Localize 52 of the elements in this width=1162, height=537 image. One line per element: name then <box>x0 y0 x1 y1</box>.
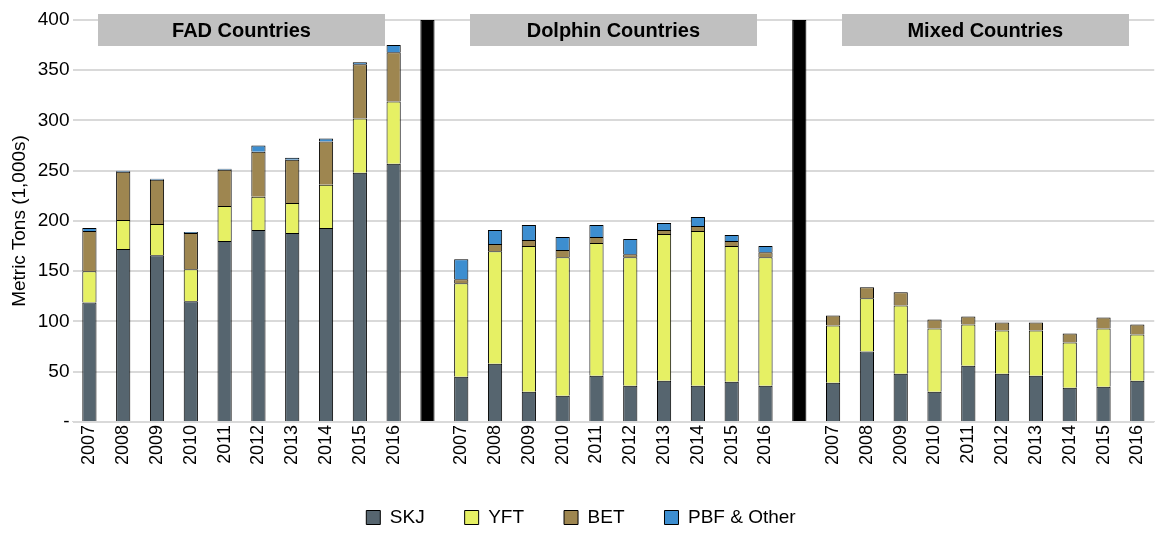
legend-label: YFT <box>488 505 525 527</box>
y-tick-label: 350 <box>37 58 70 80</box>
x-tick-label: 2008 <box>484 424 505 465</box>
x-tick-label: 2010 <box>551 424 572 465</box>
x-tick-label: 2008 <box>855 424 876 465</box>
x-tick-label: 2010 <box>179 424 200 465</box>
x-tick-label: 2014 <box>686 424 707 465</box>
y-tick-label: 200 <box>37 209 70 231</box>
legend-label: BET <box>587 505 625 527</box>
annotation: Dolphin Countries <box>526 19 701 41</box>
y-tick-label: 300 <box>37 108 70 130</box>
x-tick-label: 2010 <box>923 424 944 465</box>
x-tick-label: 2014 <box>315 424 335 465</box>
x-tick-label: 2012 <box>991 424 1012 465</box>
x-tick-label: 2014 <box>1058 424 1079 465</box>
y-tick-label: 100 <box>37 309 70 331</box>
x-tick-label: 2013 <box>1024 424 1045 465</box>
x-tick-label: 2013 <box>281 424 302 465</box>
annotation: Mixed Countries <box>907 19 1063 41</box>
x-tick-label: 2007 <box>822 424 843 465</box>
header-box: FAD Countries <box>97 14 386 46</box>
y-tick-label: 250 <box>37 158 70 180</box>
x-tick-label: 2009 <box>889 424 910 465</box>
y-tick-label: 400 <box>37 8 70 30</box>
x-tick-label: 2015 <box>720 424 741 465</box>
header-box: Dolphin Countries <box>469 14 757 46</box>
x-tick-label: 2013 <box>653 424 674 465</box>
x-tick-label: 2007 <box>78 424 99 465</box>
x-tick-label: 2011 <box>585 424 606 464</box>
bar <box>420 20 435 421</box>
x-tick-label: 2015 <box>1092 424 1113 465</box>
x-tick-label: 2009 <box>145 424 166 465</box>
x-tick-label: 2016 <box>1126 424 1147 465</box>
x-tick-label: 2011 <box>957 424 978 464</box>
x-tick-label: 2008 <box>112 424 133 465</box>
legend-label: PBF & Other <box>687 505 797 527</box>
annotation: FAD Countries <box>172 19 311 41</box>
y-tick-label: 150 <box>37 259 70 281</box>
legend-label: SKJ <box>389 505 425 527</box>
y-axis-title: Metric Tons (1,000s) <box>7 135 29 307</box>
x-tick-label: 2012 <box>247 424 268 465</box>
x-tick-label: 2012 <box>619 424 640 465</box>
header-box: Mixed Countries <box>841 14 1129 46</box>
x-tick-label: 2016 <box>382 424 403 465</box>
x-tick-label: 2016 <box>754 424 775 465</box>
y-tick-label: 50 <box>48 359 70 381</box>
bar <box>792 20 807 421</box>
y-tick-label: - <box>63 410 70 432</box>
x-tick-label: 2015 <box>348 424 369 465</box>
x-tick-label: 2007 <box>450 424 471 465</box>
x-tick-label: 2009 <box>517 424 538 465</box>
x-tick-label: 2011 <box>213 424 234 464</box>
